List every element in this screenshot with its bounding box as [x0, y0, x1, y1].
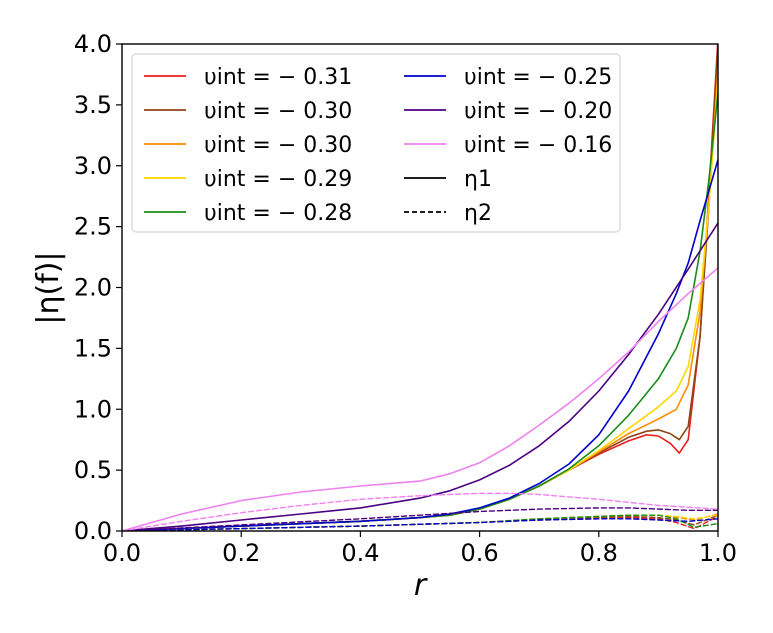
legend: υint = − 0.31 υint = − 0.30 υint = − 0.30 υ… — [131, 53, 621, 233]
x-axis-label: r — [414, 568, 428, 603]
y-tick-label: 1.0 — [74, 395, 112, 423]
y-tick-label: 0.0 — [74, 517, 112, 545]
y-tick-label: 2.5 — [74, 213, 112, 241]
y-tick-label: 3.5 — [74, 91, 112, 119]
y-axis: 0.0 0.5 1.0 1.5 2.0 2.5 3.0 3.5 4.0 — [74, 30, 122, 545]
x-tick-label: 1.0 — [699, 539, 737, 567]
legend-label: υint = − 0.29 — [204, 167, 352, 192]
eta2-series-line-15 — [122, 492, 718, 531]
legend-label: υint = − 0.20 — [464, 99, 612, 124]
y-tick-label: 4.0 — [74, 30, 112, 58]
x-axis: 0.0 0.2 0.4 0.6 0.8 1.0 — [103, 531, 737, 567]
x-tick-label: 0.2 — [222, 539, 260, 567]
y-tick-label: 0.5 — [74, 456, 112, 484]
eta2-series-line-14 — [122, 507, 718, 531]
x-tick-label: 0.8 — [580, 539, 618, 567]
eta1-series-line-7 — [122, 267, 718, 531]
y-tick-label: 1.5 — [74, 334, 112, 362]
legend-frame — [131, 53, 621, 233]
x-tick-label: 0.4 — [341, 539, 379, 567]
legend-label: η2 — [464, 201, 492, 226]
x-tick-label: 0.6 — [461, 539, 499, 567]
eta1-series-line-6 — [122, 222, 718, 531]
y-tick-label: 3.0 — [74, 152, 112, 180]
eta1-series-line-5 — [122, 158, 718, 531]
x-tick-label: 0.0 — [103, 539, 141, 567]
legend-label: υint = − 0.30 — [204, 133, 352, 158]
legend-label: υint = − 0.28 — [204, 201, 352, 226]
legend-label: υint = − 0.30 — [204, 99, 352, 124]
legend-label: υint = − 0.31 — [204, 65, 352, 90]
legend-label: υint = − 0.25 — [464, 65, 612, 90]
y-axis-label: |η(f)| — [31, 251, 66, 324]
legend-label: υint = − 0.16 — [464, 133, 612, 158]
series-layer — [122, 44, 718, 531]
y-tick-label: 2.0 — [74, 274, 112, 302]
legend-label: η1 — [464, 167, 492, 192]
eta2-series-line-13 — [122, 518, 718, 531]
